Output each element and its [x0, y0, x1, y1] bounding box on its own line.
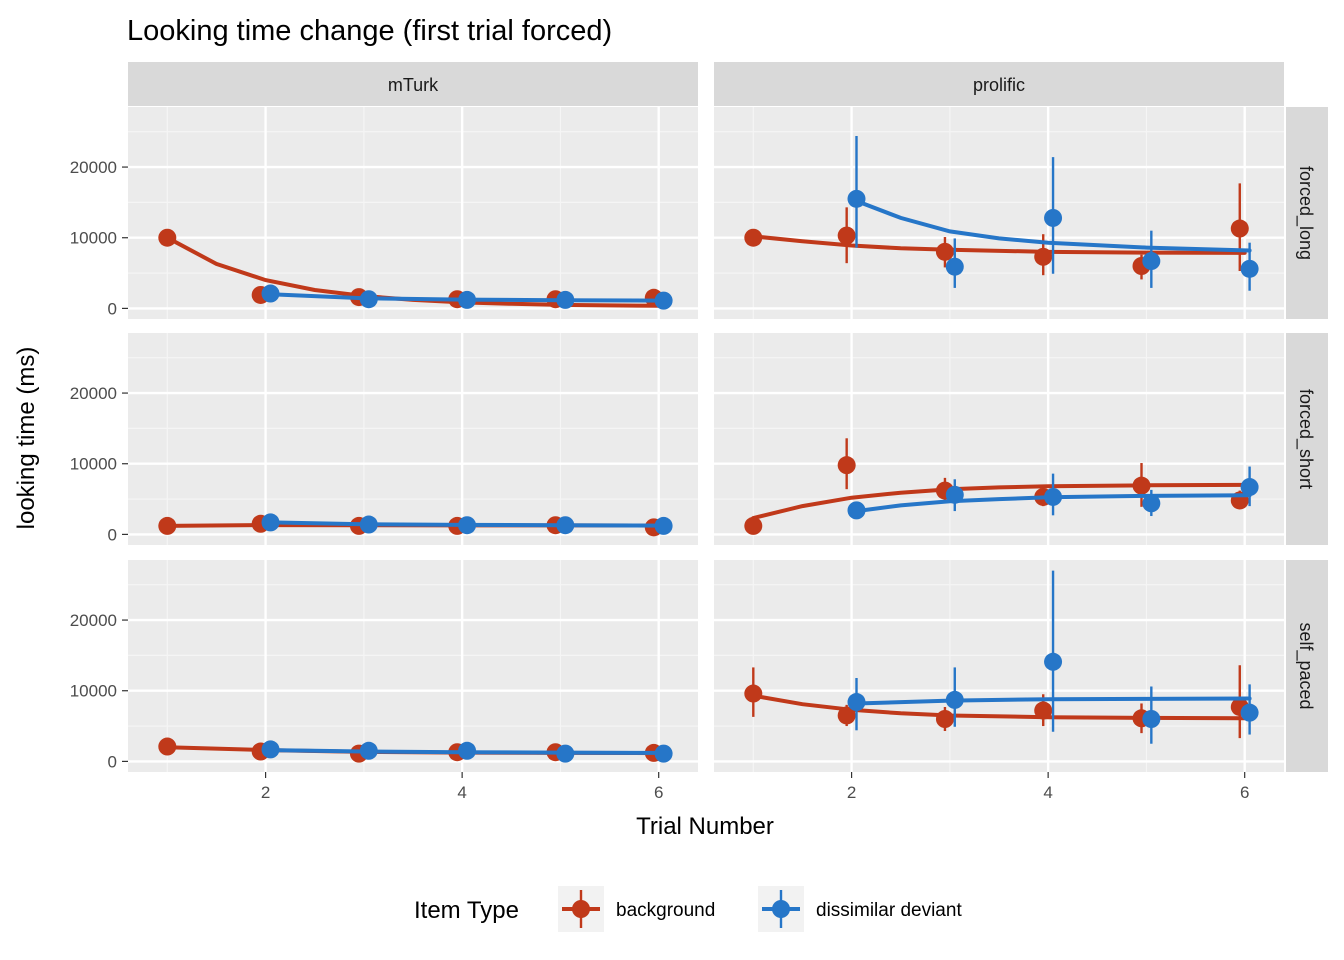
data-point-dissimilar-deviant	[1142, 710, 1161, 728]
data-point-dissimilar-deviant	[945, 257, 964, 276]
y-tick-label: 10000	[70, 455, 117, 474]
panel-background	[128, 333, 698, 545]
panel-background	[714, 107, 1284, 319]
fit-curve-dissimilar-deviant	[854, 199, 1252, 253]
x-tick-label: 2	[847, 783, 856, 802]
data-point-dissimilar-deviant	[1142, 252, 1161, 271]
data-point-dissimilar-deviant	[945, 690, 964, 709]
x-axis-label: Trial Number	[636, 813, 774, 840]
facet-strip-right	[1286, 560, 1328, 772]
panels-layer: mTurk prolific forced_long forced_shortself…	[70, 62, 1328, 802]
data-point-background	[158, 737, 177, 756]
data-point-dissimilar-deviant	[1240, 259, 1259, 278]
x-tick-label: 4	[1043, 783, 1052, 802]
panel-background	[714, 560, 1284, 772]
data-point-background	[837, 456, 856, 475]
data-point-background	[837, 226, 856, 245]
x-tick-label: 6	[1240, 783, 1249, 802]
data-point-dissimilar-deviant	[654, 744, 673, 763]
data-point-background	[935, 242, 954, 261]
data-point-dissimilar-deviant	[847, 693, 866, 712]
panel-background	[128, 107, 698, 319]
y-tick-label: 10000	[70, 229, 117, 248]
data-point-dissimilar-deviant	[1044, 652, 1063, 671]
panel-background	[128, 560, 698, 772]
data-point-dissimilar-deviant	[556, 516, 575, 535]
fit-curve-dissimilar-deviant	[854, 696, 1252, 706]
data-point-dissimilar-deviant	[654, 516, 673, 535]
y-tick-label: 20000	[70, 384, 117, 403]
legend-label-background: background	[616, 900, 715, 921]
y-tick-label: 10000	[70, 682, 117, 701]
facet-strip-right	[1286, 333, 1328, 545]
data-point-dissimilar-deviant	[847, 501, 866, 520]
legend: Item Type background dissimilar deviant	[414, 886, 962, 932]
facet-label-col: mTurk	[388, 75, 439, 95]
data-point-background	[1230, 219, 1249, 238]
x-tick-label: 6	[654, 783, 663, 802]
data-point-dissimilar-deviant	[458, 516, 477, 535]
legend-key-point-dissimilar-deviant	[772, 900, 790, 918]
fit-curve-background	[751, 693, 1247, 721]
data-point-dissimilar-deviant	[556, 290, 575, 309]
facet-strip-top	[128, 62, 698, 106]
facet-label-row: self_paced	[1295, 622, 1316, 709]
data-point-dissimilar-deviant	[1142, 494, 1161, 513]
legend-label-dissimilar-deviant: dissimilar deviant	[816, 900, 962, 921]
x-tick-label: 4	[457, 783, 466, 802]
data-point-dissimilar-deviant	[261, 513, 280, 532]
data-point-dissimilar-deviant	[359, 290, 378, 309]
facet-label-col: prolific	[973, 75, 1025, 95]
data-point-background	[744, 684, 763, 703]
data-point-dissimilar-deviant	[359, 515, 378, 534]
data-point-background	[744, 228, 763, 247]
data-point-background	[744, 516, 763, 535]
data-point-dissimilar-deviant	[945, 485, 964, 504]
data-point-dissimilar-deviant	[654, 291, 673, 310]
data-point-dissimilar-deviant	[1044, 487, 1063, 506]
data-point-dissimilar-deviant	[458, 290, 477, 309]
legend-items: background dissimilar deviant	[558, 886, 962, 932]
data-point-background	[158, 516, 177, 535]
legend-key-point-background	[572, 900, 590, 918]
data-point-dissimilar-deviant	[261, 740, 280, 759]
data-point-background	[837, 706, 856, 725]
facet-strip-top	[714, 62, 1284, 106]
y-tick-label: 20000	[70, 611, 117, 630]
legend-title: Item Type	[414, 897, 519, 924]
facet-strip-right	[1286, 107, 1328, 319]
data-point-background	[935, 710, 954, 728]
data-point-dissimilar-deviant	[359, 741, 378, 760]
y-tick-label: 0	[108, 299, 117, 318]
facet-label-row: forced_long	[1295, 166, 1316, 260]
facet-label-row: forced_short	[1295, 389, 1316, 489]
data-point-background	[158, 228, 177, 247]
data-point-background	[1132, 476, 1151, 495]
x-tick-label: 2	[261, 783, 270, 802]
data-point-dissimilar-deviant	[1240, 478, 1259, 497]
y-tick-label: 20000	[70, 158, 117, 177]
data-point-background	[1034, 701, 1053, 720]
data-point-dissimilar-deviant	[261, 284, 280, 303]
y-tick-label: 0	[108, 525, 117, 544]
data-point-background	[1034, 247, 1053, 266]
data-point-dissimilar-deviant	[1044, 208, 1063, 227]
panel-background	[714, 333, 1284, 545]
data-point-dissimilar-deviant	[847, 189, 866, 208]
data-point-dissimilar-deviant	[458, 741, 477, 760]
data-point-dissimilar-deviant	[556, 744, 575, 763]
y-tick-label: 0	[108, 752, 117, 771]
fit-curve-background	[751, 234, 1247, 255]
data-point-dissimilar-deviant	[1240, 703, 1259, 722]
chart-title: Looking time change (first trial forced)	[127, 15, 612, 47]
y-axis-label: looking time (ms)	[13, 347, 40, 530]
